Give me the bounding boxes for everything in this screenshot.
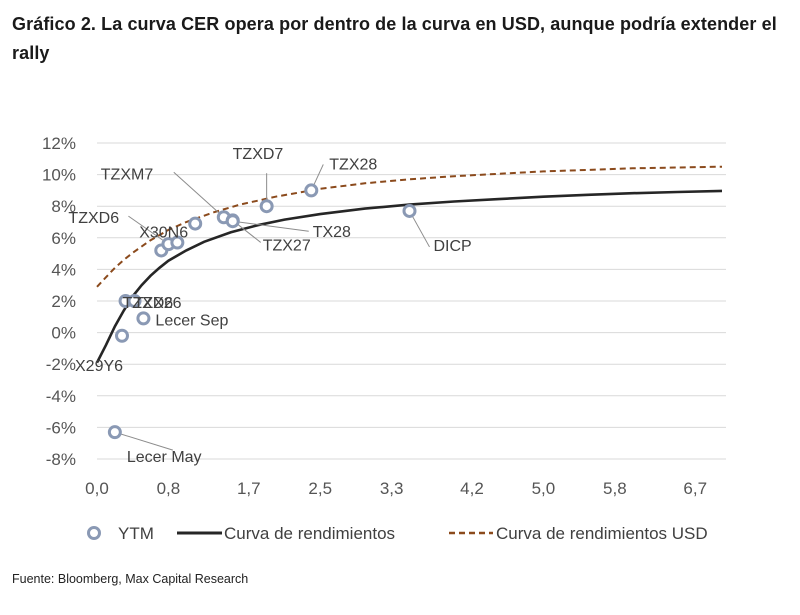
x-tick-label: 2,5 [308,479,332,498]
point-label: Lecer May [127,449,202,466]
y-tick-label: -2% [46,355,76,374]
ytm-point [402,203,417,218]
grid-lines [97,142,726,460]
legend-label-ytm: YTM [118,524,154,543]
ytm-point [304,183,319,198]
curve-usd-line [96,165,723,288]
ytm-point [225,214,240,229]
leader-line [128,215,169,245]
legend-label-curve-cer: Curva de rendimientos [224,524,395,543]
chart-title: Gráfico 2. La curva CER opera por dentro… [12,14,777,63]
y-axis-tick-labels: 12% 10% 8% 6% 4% 2% 0% -2% -4% -6% -8% [42,134,76,469]
leader-line [232,220,309,232]
point-label: TX28 [313,224,351,241]
point-label: TZXM7 [101,166,154,183]
point-label: DICP [434,238,472,255]
point-label: TZX26 [134,295,182,312]
leader-line [114,431,174,451]
x-tick-label: 1,7 [237,479,261,498]
ytm-point [127,294,142,308]
chart-legend: YTM Curva de rendimientos Curva de rendimi… [87,524,708,543]
y-tick-label: -4% [46,387,76,406]
point-label: X29Y6 [75,358,123,375]
source-note: Fuente: Bloomberg, Max Capital Research [12,572,249,586]
point-label: TZX27 [263,237,311,254]
x-tick-label: 5,0 [532,479,556,498]
point-label: TZXD6 [123,295,174,312]
point-label: Lecer Sep [155,312,228,329]
legend-label-curve-usd: Curva de rendimientos USD [496,524,708,543]
x-tick-label: 0,0 [85,479,109,498]
x-tick-label: 4,2 [460,479,484,498]
legend-ytm-marker [87,526,101,540]
ytm-points [107,183,417,440]
point-label: TZXD7 [233,146,284,163]
x-tick-label: 3,3 [380,479,404,498]
y-tick-label: 6% [51,229,76,248]
point-label: X30N6 [139,225,188,242]
y-tick-label: 0% [51,324,76,343]
leader-line [173,171,225,218]
y-tick-label: 10% [42,166,76,185]
ytm-point [136,311,151,326]
y-tick-label: 2% [51,292,76,311]
y-tick-label: -6% [46,418,76,437]
x-tick-label: 6,7 [683,479,707,498]
y-tick-label: 4% [51,260,76,279]
y-tick-label: -8% [46,450,76,469]
ytm-point [259,199,274,214]
ytm-point [115,328,129,343]
point-label: TZX28 [329,156,377,173]
point-label: TZXD6 [68,210,119,227]
x-tick-label: 5,8 [603,479,627,498]
ytm-point [170,235,185,250]
ytm-point [107,425,122,440]
y-tick-label: 12% [42,134,76,153]
x-tick-label: 0,8 [157,479,181,498]
x-axis-tick-labels: 0,0 0,8 1,7 2,5 3,3 4,2 5,0 5,8 6,7 [85,479,707,498]
ytm-point [188,216,203,231]
series-lines [95,165,723,364]
y-tick-label: 8% [51,197,76,216]
